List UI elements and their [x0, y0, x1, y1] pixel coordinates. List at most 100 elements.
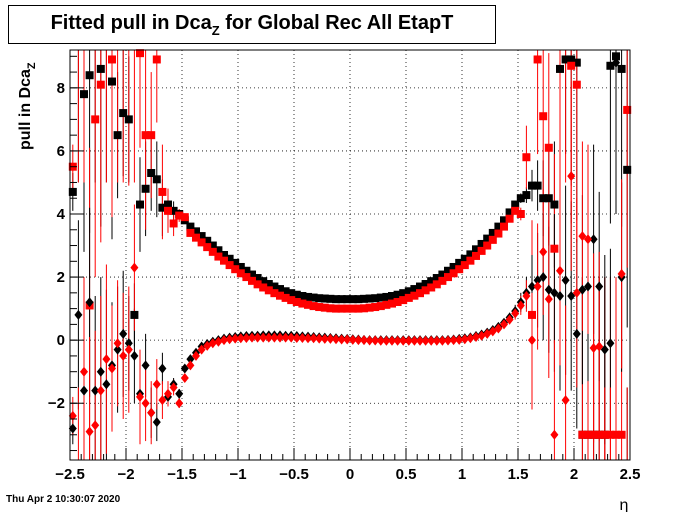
- data-point-square: [606, 61, 615, 70]
- data-point-square: [175, 211, 184, 220]
- data-point-diamond: [113, 344, 122, 355]
- data-point-square: [483, 241, 492, 250]
- data-point-square: [208, 247, 217, 256]
- data-point-diamond: [264, 332, 273, 343]
- data-point-diamond: [382, 335, 391, 346]
- data-point-diamond: [455, 334, 464, 345]
- x-tick-label: −0.5: [279, 466, 309, 483]
- data-point-diamond: [388, 335, 396, 346]
- data-point-square: [533, 55, 542, 64]
- x-tick-label: −1: [229, 466, 246, 483]
- data-point-square: [556, 64, 564, 73]
- data-point-square: [371, 303, 380, 312]
- data-point-square: [203, 243, 212, 252]
- data-point-diamond: [253, 332, 262, 343]
- data-point-square: [472, 245, 480, 254]
- data-point-square: [231, 265, 240, 274]
- data-point-diamond: [360, 335, 368, 346]
- data-point-diamond: [371, 335, 380, 346]
- data-point-square: [449, 262, 458, 271]
- data-point-square: [410, 291, 419, 300]
- data-point-diamond: [68, 423, 77, 434]
- data-point-square: [567, 61, 576, 70]
- data-point-square: [516, 210, 525, 218]
- data-point-square: [186, 228, 195, 237]
- data-point-square: [404, 293, 413, 302]
- data-point-square: [119, 109, 128, 118]
- x-tick-label: −1.5: [167, 466, 197, 483]
- data-point-diamond: [292, 332, 301, 343]
- data-point-square: [197, 232, 206, 241]
- data-point-diamond: [276, 332, 284, 343]
- data-point-square: [354, 295, 363, 304]
- data-point-square: [567, 55, 576, 64]
- data-point-square: [225, 254, 234, 263]
- data-point-diamond: [438, 335, 447, 346]
- y-axis-label: pull in DcaZ: [17, 62, 38, 150]
- data-point-diamond: [186, 354, 195, 365]
- data-point-diamond: [180, 373, 189, 383]
- data-point-square: [315, 294, 324, 303]
- x-tick-label: 0.5: [396, 466, 417, 483]
- data-point-square: [236, 262, 245, 271]
- data-point-diamond: [141, 360, 150, 371]
- tick-labels: −2.5 −2 −1.5 −1 −0.5 0 0.5 1 1.5 2 2.5 −2 0 2 4 6 8: [48, 80, 641, 483]
- data-point-square: [326, 304, 335, 313]
- data-point-diamond: [505, 314, 514, 325]
- data-point-diamond: [494, 323, 503, 334]
- data-point-square: [522, 153, 531, 162]
- data-point-diamond: [561, 395, 570, 406]
- data-point-diamond: [354, 335, 363, 346]
- data-point-square: [276, 291, 284, 300]
- data-point-diamond: [578, 284, 587, 295]
- data-point-square: [332, 295, 340, 304]
- data-point-square: [141, 131, 150, 140]
- data-point-diamond: [68, 410, 77, 421]
- data-point-square: [236, 269, 245, 278]
- x-tick-label: 2.5: [620, 466, 641, 483]
- data-point-square: [488, 228, 497, 237]
- data-point-square: [528, 181, 536, 190]
- data-point-square: [147, 169, 156, 177]
- data-point-square: [130, 310, 139, 319]
- data-point-square: [158, 203, 167, 212]
- data-point-diamond: [119, 350, 128, 361]
- y-axis-label-main: pull in Dca: [17, 69, 34, 150]
- data-point-diamond: [231, 333, 240, 344]
- data-point-square: [533, 181, 542, 190]
- data-point-diamond: [80, 385, 88, 396]
- data-point-diamond: [164, 388, 172, 399]
- data-point-square: [264, 280, 273, 289]
- data-point-square: [494, 229, 503, 238]
- data-point-diamond: [365, 335, 374, 346]
- data-point-diamond: [572, 328, 581, 339]
- data-point-square: [421, 280, 430, 289]
- data-point-square: [505, 214, 514, 223]
- data-point-square: [192, 233, 200, 242]
- data-point-diamond: [343, 334, 352, 345]
- data-point-square: [365, 303, 374, 312]
- data-point-diamond: [225, 334, 234, 345]
- data-point-diamond: [584, 281, 592, 292]
- data-point-square: [612, 52, 620, 61]
- data-point-diamond: [544, 284, 553, 295]
- data-point-square: [416, 282, 424, 291]
- data-point-square: [309, 302, 318, 311]
- data-point-square: [455, 258, 464, 267]
- data-point-square: [528, 310, 536, 319]
- grid-lines: [70, 50, 630, 460]
- data-point-square: [449, 269, 458, 278]
- data-point-diamond: [96, 385, 105, 396]
- data-point-square: [617, 64, 626, 73]
- data-point-diamond: [281, 332, 290, 343]
- axis-ticks: [69, 55, 631, 460]
- data-point-square: [572, 80, 581, 89]
- data-point-diamond: [85, 297, 94, 308]
- data-point-square: [231, 258, 240, 267]
- data-point-square: [544, 143, 553, 152]
- data-point-diamond: [197, 344, 206, 355]
- data-point-square: [214, 246, 223, 255]
- data-point-diamond: [236, 333, 245, 344]
- data-point-square: [169, 219, 178, 228]
